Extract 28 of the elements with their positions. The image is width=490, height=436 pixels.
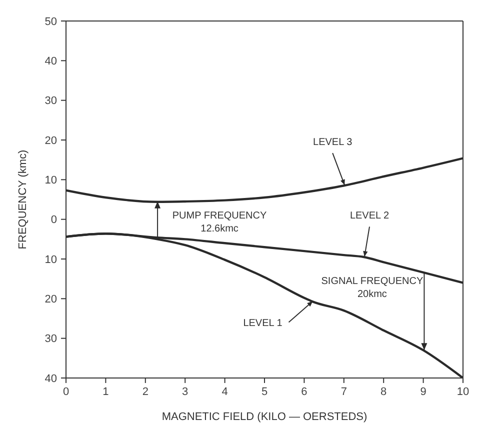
x-tick-label: 8 — [380, 386, 387, 398]
y-axis-title: FREQUENCY (kmc) — [16, 150, 29, 250]
annotation: LEVEL 1 — [243, 318, 283, 330]
y-tick-label: 20 — [44, 294, 57, 306]
y-tick-label: 0 — [50, 214, 57, 226]
x-tick-label: 6 — [301, 386, 308, 398]
x-tick-label: 4 — [222, 386, 228, 398]
x-tick-label: 0 — [62, 386, 70, 398]
x-axis-title: MAGNETIC FIELD (KILO — OERSTEDS) — [162, 411, 368, 423]
y-tick-label: 40 — [44, 372, 57, 385]
y-tick-label: 10 — [44, 254, 57, 266]
x-tick-label: 3 — [182, 386, 188, 398]
x-tick-label: 2 — [142, 386, 148, 398]
y-tick-label: 30 — [44, 333, 57, 346]
annotation: SIGNAL FREQUENCY 20kmc — [321, 276, 424, 300]
y-tick-label: 20 — [44, 134, 57, 147]
x-tick-label: 7 — [340, 386, 347, 398]
y-tick-label: 30 — [44, 95, 57, 108]
y-tick-label: 10 — [44, 174, 57, 187]
y-tick-label: 40 — [44, 56, 57, 68]
y-tick-label: 50 — [44, 16, 57, 28]
x-tick-label: 5 — [261, 386, 268, 398]
annotation: LEVEL 2 — [350, 210, 390, 222]
annotation: PUMP FREQUENCY 12.6kmc — [172, 210, 267, 234]
x-tick-label: 1 — [102, 386, 109, 398]
annotation: LEVEL 3 — [313, 137, 353, 148]
x-tick-label: 9 — [420, 386, 426, 398]
x-tick-label: 10 — [456, 386, 470, 398]
